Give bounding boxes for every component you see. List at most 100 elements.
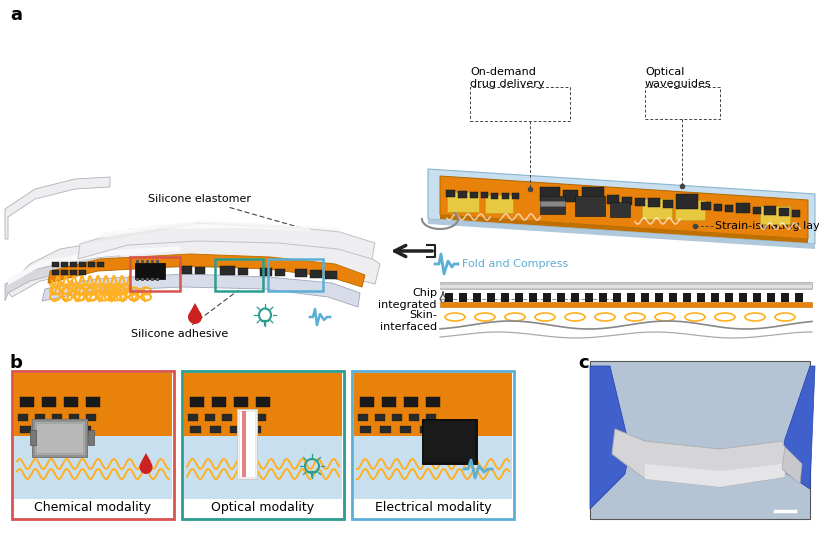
Text: Silicone elastomer: Silicone elastomer <box>148 194 337 238</box>
Bar <box>445 293 452 302</box>
Bar <box>528 293 536 302</box>
Bar <box>86 397 100 407</box>
Bar <box>360 397 373 407</box>
Bar <box>88 430 94 445</box>
Polygon shape <box>190 303 200 312</box>
Bar <box>354 436 511 499</box>
Bar <box>570 293 578 302</box>
Bar <box>212 397 226 407</box>
Bar <box>501 193 509 199</box>
Bar <box>238 411 255 477</box>
Bar <box>12 371 174 519</box>
Polygon shape <box>428 219 814 249</box>
Bar <box>351 371 514 519</box>
Bar <box>256 414 265 421</box>
Bar <box>190 397 204 407</box>
Bar <box>713 204 721 211</box>
Polygon shape <box>440 215 807 243</box>
Bar <box>30 430 36 445</box>
Polygon shape <box>48 254 364 287</box>
Bar <box>86 414 96 421</box>
Polygon shape <box>8 246 180 285</box>
Bar <box>69 414 79 421</box>
Bar <box>752 293 760 302</box>
Bar <box>473 293 481 302</box>
Polygon shape <box>100 223 310 238</box>
Bar <box>151 278 154 281</box>
Bar <box>640 293 648 302</box>
Bar <box>409 414 419 421</box>
Bar <box>97 262 104 267</box>
Bar <box>682 293 690 302</box>
Bar <box>14 436 172 499</box>
Bar <box>574 196 604 216</box>
Bar <box>500 293 509 302</box>
Bar <box>780 293 788 302</box>
Bar <box>374 414 385 421</box>
Bar <box>598 293 606 302</box>
Bar <box>663 200 672 208</box>
Bar <box>360 426 370 433</box>
Ellipse shape <box>188 310 201 324</box>
Bar <box>674 200 704 220</box>
Bar <box>135 263 165 279</box>
Polygon shape <box>428 169 814 244</box>
Ellipse shape <box>139 460 152 474</box>
Text: Silicone adhesive: Silicone adhesive <box>131 291 238 339</box>
Bar <box>180 266 192 274</box>
Bar <box>233 397 247 407</box>
Bar <box>130 257 180 291</box>
Bar <box>237 409 256 479</box>
Bar <box>738 293 746 302</box>
Bar <box>42 397 56 407</box>
Bar <box>14 373 172 436</box>
Text: Optical
waveguides: Optical waveguides <box>645 67 711 89</box>
Bar <box>440 285 811 288</box>
Bar <box>238 414 249 421</box>
Bar <box>458 191 467 198</box>
Bar <box>540 196 564 214</box>
Bar <box>613 293 620 302</box>
Bar <box>32 419 87 457</box>
Bar <box>274 269 285 276</box>
Polygon shape <box>779 366 814 489</box>
Text: Fold and Compress: Fold and Compress <box>461 259 568 269</box>
Bar <box>486 293 495 302</box>
Bar <box>20 397 34 407</box>
Bar <box>61 270 68 275</box>
Bar <box>70 270 77 275</box>
Bar <box>79 262 86 267</box>
Bar <box>514 293 523 302</box>
Bar <box>563 190 577 202</box>
Bar <box>481 192 487 198</box>
Bar <box>423 421 474 462</box>
Bar <box>20 426 31 433</box>
Bar <box>70 262 77 267</box>
Bar <box>469 192 477 198</box>
Bar <box>183 373 342 436</box>
Bar <box>156 278 159 281</box>
Bar <box>256 397 269 407</box>
Bar <box>426 414 436 421</box>
Bar <box>647 198 659 207</box>
Bar <box>622 197 631 205</box>
Bar <box>295 269 306 277</box>
Polygon shape <box>141 453 151 462</box>
Bar <box>379 426 391 433</box>
Text: On-demand
drug delivery: On-demand drug delivery <box>469 67 544 89</box>
Bar <box>446 192 478 212</box>
Text: a: a <box>10 6 22 24</box>
Text: Chip
integrated: Chip integrated <box>378 288 437 310</box>
Bar <box>556 293 564 302</box>
Bar <box>606 195 618 204</box>
Bar <box>491 193 497 199</box>
Polygon shape <box>590 366 629 509</box>
Bar <box>136 260 139 263</box>
Bar <box>151 260 154 263</box>
Polygon shape <box>5 177 110 239</box>
Bar <box>766 293 774 302</box>
Bar <box>18 414 28 421</box>
Bar <box>354 373 511 499</box>
Bar <box>34 421 85 455</box>
Bar <box>52 262 59 267</box>
